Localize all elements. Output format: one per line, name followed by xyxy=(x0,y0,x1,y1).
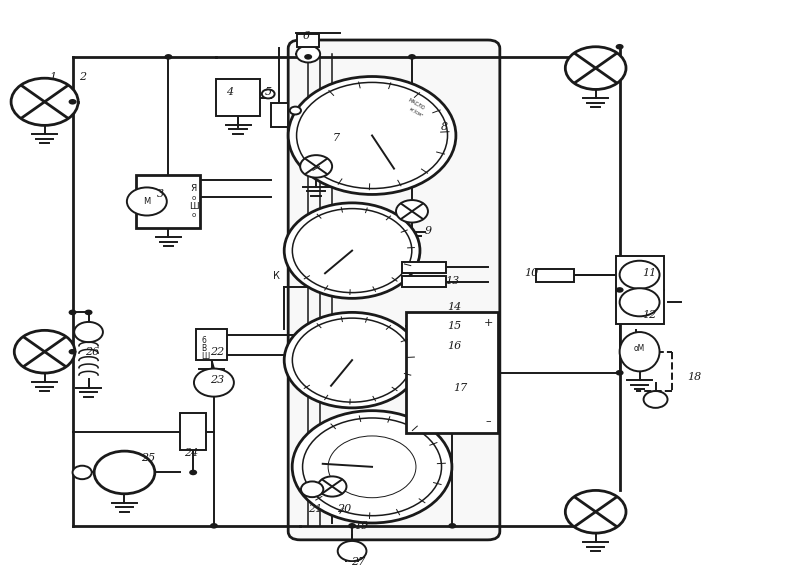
Circle shape xyxy=(189,470,197,475)
Circle shape xyxy=(328,436,416,498)
Circle shape xyxy=(73,466,92,479)
Text: о: о xyxy=(192,195,196,202)
Text: К: К xyxy=(274,271,280,281)
Circle shape xyxy=(616,44,624,49)
Circle shape xyxy=(616,370,624,375)
Circle shape xyxy=(292,411,452,523)
Circle shape xyxy=(194,369,234,396)
Circle shape xyxy=(302,418,442,516)
FancyBboxPatch shape xyxy=(288,40,500,540)
Bar xyxy=(536,269,574,282)
Circle shape xyxy=(127,187,167,215)
Text: 16: 16 xyxy=(447,341,462,351)
Text: 9: 9 xyxy=(424,226,431,236)
Circle shape xyxy=(566,47,626,89)
Text: Ш: Ш xyxy=(189,202,198,211)
Text: 8: 8 xyxy=(440,122,447,132)
Text: 14: 14 xyxy=(447,302,462,312)
Circle shape xyxy=(210,523,218,529)
Text: 2: 2 xyxy=(79,72,86,82)
Circle shape xyxy=(296,45,320,62)
Ellipse shape xyxy=(620,332,659,371)
Circle shape xyxy=(14,331,75,373)
Text: 7: 7 xyxy=(333,133,340,143)
Circle shape xyxy=(643,391,667,408)
Text: 4: 4 xyxy=(226,87,234,97)
Text: В: В xyxy=(201,344,206,353)
Bar xyxy=(297,35,319,47)
Text: Ш: Ш xyxy=(201,352,210,361)
Text: 13: 13 xyxy=(445,277,459,286)
Text: 19: 19 xyxy=(354,521,369,531)
Circle shape xyxy=(300,155,332,178)
Circle shape xyxy=(304,54,312,60)
Text: 11: 11 xyxy=(642,268,656,278)
Circle shape xyxy=(85,310,93,315)
Text: 10: 10 xyxy=(525,268,539,278)
Circle shape xyxy=(290,107,301,115)
Circle shape xyxy=(284,203,420,298)
Text: о: о xyxy=(192,212,196,218)
Circle shape xyxy=(69,349,77,354)
Text: 1: 1 xyxy=(49,72,56,82)
Circle shape xyxy=(396,200,428,223)
Text: –: – xyxy=(486,416,491,427)
Circle shape xyxy=(318,477,346,496)
Text: 17: 17 xyxy=(454,383,468,393)
Circle shape xyxy=(165,54,172,60)
Circle shape xyxy=(448,523,456,529)
Bar xyxy=(616,256,663,324)
Text: 21: 21 xyxy=(308,504,322,514)
Text: оМ: оМ xyxy=(634,344,646,353)
Circle shape xyxy=(94,451,155,494)
Text: 18: 18 xyxy=(686,372,701,382)
Text: 20: 20 xyxy=(337,504,351,514)
Circle shape xyxy=(620,288,659,316)
Text: 6: 6 xyxy=(201,336,206,345)
Bar xyxy=(402,262,446,273)
Circle shape xyxy=(297,82,447,189)
Bar xyxy=(137,175,200,228)
Text: 24: 24 xyxy=(184,448,198,458)
Bar xyxy=(402,276,446,287)
Text: М: М xyxy=(143,197,150,206)
Text: 6: 6 xyxy=(303,31,310,40)
Circle shape xyxy=(69,99,77,105)
Bar xyxy=(196,329,226,360)
Circle shape xyxy=(348,523,356,529)
Bar xyxy=(180,414,206,450)
Text: МАСЛО: МАСЛО xyxy=(406,98,426,111)
Bar xyxy=(216,80,260,116)
Circle shape xyxy=(301,482,323,497)
Bar xyxy=(270,103,288,127)
Circle shape xyxy=(338,541,366,561)
Circle shape xyxy=(11,78,78,126)
Text: 23: 23 xyxy=(210,375,224,385)
Circle shape xyxy=(69,310,77,315)
Text: 12: 12 xyxy=(642,310,656,320)
Text: 5: 5 xyxy=(265,87,272,97)
Text: 22: 22 xyxy=(210,346,224,357)
Circle shape xyxy=(616,287,624,293)
Circle shape xyxy=(284,312,420,408)
Text: кг/см²: кг/см² xyxy=(408,106,424,118)
Text: 26: 26 xyxy=(86,346,100,357)
Text: 27: 27 xyxy=(351,557,366,567)
Bar xyxy=(406,312,498,433)
Circle shape xyxy=(566,490,626,533)
Circle shape xyxy=(262,89,274,98)
Text: Я: Я xyxy=(191,184,197,193)
Text: +: + xyxy=(484,318,494,328)
Text: 25: 25 xyxy=(142,453,155,463)
Text: 3: 3 xyxy=(157,190,164,199)
Text: 15: 15 xyxy=(447,321,462,332)
Circle shape xyxy=(292,318,412,402)
Circle shape xyxy=(620,261,659,289)
Circle shape xyxy=(408,54,416,60)
Circle shape xyxy=(74,322,103,342)
Circle shape xyxy=(288,77,456,194)
Circle shape xyxy=(292,208,412,293)
